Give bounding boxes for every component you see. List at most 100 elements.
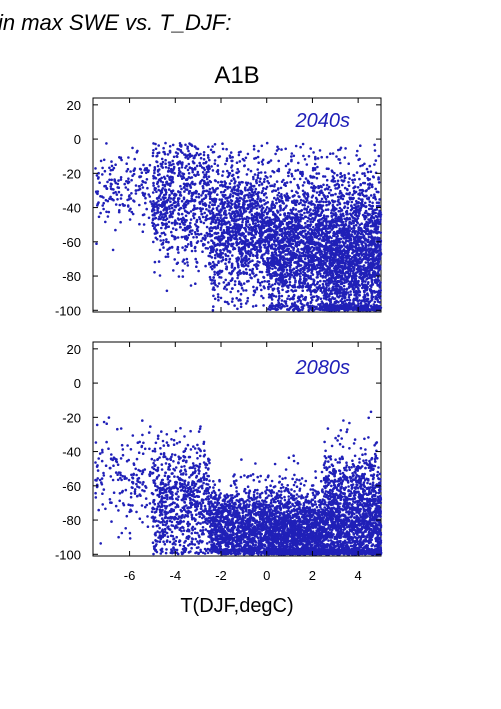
scatter-point	[180, 166, 184, 169]
scatter-point	[211, 217, 214, 221]
scatter-point	[230, 188, 234, 191]
scatter-point	[131, 212, 135, 216]
scatter-point	[118, 203, 122, 207]
scatter-point	[313, 206, 317, 209]
scatter-point	[138, 185, 141, 188]
scatter-point	[310, 196, 314, 199]
scatter-point	[315, 213, 319, 216]
scatter-point	[265, 141, 269, 145]
scatter-point	[316, 275, 319, 279]
scatter-point	[236, 289, 240, 293]
scatter-point	[281, 277, 285, 280]
scatter-point	[243, 187, 247, 191]
scatter-point	[176, 147, 179, 151]
scatter-point	[193, 199, 197, 203]
scatter-point	[256, 155, 260, 159]
scatter-point	[299, 198, 303, 202]
scatter-point	[204, 196, 207, 200]
scatter-point	[290, 216, 294, 219]
scatter-point	[241, 217, 244, 220]
scatter-point	[233, 217, 236, 221]
scatter-point	[243, 256, 246, 260]
scatter-point	[262, 187, 265, 190]
scatter-point	[227, 249, 231, 253]
scatter-point	[317, 186, 321, 189]
scatter-point	[189, 242, 193, 246]
scatter-point	[221, 170, 225, 173]
scatter-point	[260, 254, 264, 258]
scatter-point	[309, 293, 313, 296]
scatter-point	[204, 194, 208, 197]
scatter-point	[303, 268, 306, 272]
scatter-point	[306, 192, 309, 195]
scatter-point	[202, 158, 206, 161]
scatter-point	[180, 187, 183, 191]
scatter-point	[252, 293, 255, 297]
scatter-point	[290, 155, 293, 158]
scatter-point	[167, 196, 171, 199]
scatter-point	[271, 261, 275, 265]
scatter-point	[227, 232, 230, 236]
scatter-point	[148, 195, 152, 198]
scatter-point	[302, 234, 305, 238]
scatter-point	[196, 229, 199, 233]
scatter-point	[321, 204, 325, 207]
scatter-point	[209, 278, 212, 281]
scatter-point	[184, 143, 187, 147]
scatter-point	[325, 178, 329, 182]
scatter-point	[265, 223, 268, 227]
scatter-point	[298, 177, 302, 181]
scatter-point	[229, 230, 233, 233]
scatter-point	[374, 297, 377, 301]
scatter-point	[243, 236, 247, 240]
scatter-point	[181, 228, 185, 232]
scatter-point	[351, 255, 354, 259]
scatter-point	[167, 205, 171, 208]
scatter-point	[256, 278, 260, 282]
scatter-point	[166, 255, 170, 258]
scatter-point	[297, 186, 301, 190]
scatter-point	[287, 261, 290, 265]
scatter-point	[283, 212, 286, 215]
scatter-point	[193, 173, 196, 177]
scatter-point	[193, 191, 196, 194]
scatter-point	[222, 229, 226, 232]
scatter-point	[162, 216, 166, 219]
scatter-point	[169, 167, 173, 171]
scatter-point	[293, 177, 296, 181]
scatter-point	[201, 244, 205, 247]
scatter-point	[270, 221, 274, 224]
scatter-point	[225, 147, 228, 151]
scatter-point	[302, 279, 306, 283]
scatter-point	[317, 200, 321, 204]
scatter-point	[309, 239, 312, 242]
scatter-point	[168, 193, 171, 197]
scatter-point	[151, 191, 155, 194]
scatter-point	[281, 258, 285, 262]
scatter-point	[310, 263, 314, 267]
scatter-point	[230, 300, 234, 303]
scatter-point	[363, 181, 367, 185]
scatter-point	[195, 220, 198, 224]
scatter-point	[167, 220, 171, 224]
scatter-point	[230, 199, 234, 203]
scatter-point	[278, 262, 282, 265]
scatter-point	[201, 200, 204, 203]
scatter-point	[215, 232, 218, 235]
scatter-point	[294, 253, 298, 256]
scatter-point	[142, 223, 146, 226]
scatter-point	[294, 144, 298, 148]
scatter-point	[292, 248, 295, 252]
scatter-point	[214, 225, 217, 229]
scatter-point	[326, 208, 330, 211]
scatter-point	[106, 199, 110, 203]
scatter-point	[243, 159, 246, 162]
scatter-point	[159, 179, 163, 183]
scatter-point	[240, 284, 243, 287]
scatter-point	[225, 159, 229, 163]
scatter-point	[189, 154, 192, 157]
scatter-point	[217, 261, 220, 265]
scatter-point	[239, 233, 242, 237]
scatter-point	[145, 178, 149, 181]
scatter-point	[223, 220, 227, 224]
